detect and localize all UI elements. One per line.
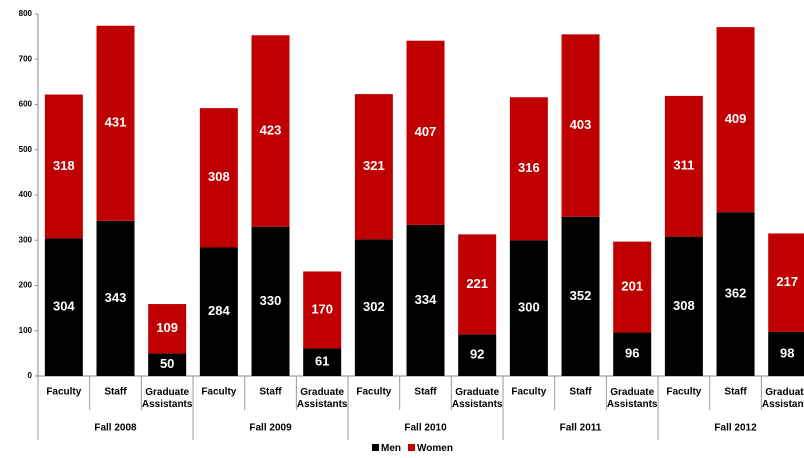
data-label: 403 bbox=[570, 117, 592, 132]
y-tick-label: 400 bbox=[19, 190, 33, 199]
bar-segment bbox=[406, 224, 445, 376]
bar-segment bbox=[716, 212, 755, 376]
data-label: 109 bbox=[156, 320, 178, 335]
bar-segment bbox=[561, 216, 600, 376]
data-label: 431 bbox=[105, 115, 127, 130]
data-label: 321 bbox=[363, 158, 385, 173]
data-label: 217 bbox=[776, 274, 798, 289]
bar-segment bbox=[664, 95, 703, 237]
bar-segment bbox=[199, 108, 238, 248]
x-tick-label: Faculty bbox=[511, 387, 546, 398]
data-label: 92 bbox=[470, 347, 484, 362]
bar-segment bbox=[613, 332, 652, 376]
bar-segment bbox=[96, 220, 135, 376]
bar-segment bbox=[44, 94, 83, 239]
bar-segment bbox=[768, 233, 804, 332]
bar-segment bbox=[354, 94, 393, 240]
y-tick-label: 300 bbox=[19, 235, 33, 244]
data-label: 96 bbox=[625, 346, 639, 361]
bar-segment bbox=[509, 97, 548, 241]
y-tick-label: 200 bbox=[19, 281, 33, 290]
x-tick-label: Staff bbox=[569, 387, 592, 398]
legend-label: Women bbox=[417, 443, 453, 454]
y-tick-label: 600 bbox=[19, 100, 33, 109]
group-label: Fall 2012 bbox=[714, 423, 757, 434]
data-label: 50 bbox=[160, 356, 174, 371]
bar-segment bbox=[406, 40, 445, 225]
bar-segment bbox=[458, 334, 497, 376]
bar-segment bbox=[251, 226, 290, 376]
data-label: 170 bbox=[311, 301, 333, 316]
bar-segment bbox=[251, 35, 290, 227]
y-tick-label: 0 bbox=[28, 371, 33, 380]
x-tick-label: Faculty bbox=[201, 387, 236, 398]
data-label: 409 bbox=[725, 111, 747, 126]
data-label: 330 bbox=[260, 293, 282, 308]
group-label: Fall 2008 bbox=[94, 423, 137, 434]
data-label: 61 bbox=[315, 354, 329, 369]
data-label: 423 bbox=[260, 122, 282, 137]
group-label: Fall 2009 bbox=[249, 423, 292, 434]
data-label: 308 bbox=[673, 298, 695, 313]
bar-segment bbox=[458, 234, 497, 335]
data-label: 343 bbox=[105, 290, 127, 305]
data-label: 98 bbox=[780, 345, 794, 360]
data-label: 362 bbox=[725, 286, 747, 301]
y-tick-label: 500 bbox=[19, 145, 33, 154]
bar-segment bbox=[561, 34, 600, 217]
bar-segment bbox=[44, 238, 83, 376]
data-label: 300 bbox=[518, 300, 540, 315]
legend-swatch bbox=[408, 444, 415, 451]
data-label: 311 bbox=[673, 158, 694, 173]
bar-segment bbox=[148, 304, 187, 354]
x-tick-label: Staff bbox=[259, 387, 282, 398]
bar-segment bbox=[303, 348, 342, 376]
y-tick-label: 700 bbox=[19, 54, 33, 63]
data-label: 316 bbox=[518, 160, 540, 175]
data-label: 334 bbox=[415, 292, 437, 307]
bar-segment bbox=[96, 25, 135, 221]
group-label: Fall 2011 bbox=[560, 423, 602, 434]
bar-segment bbox=[768, 331, 804, 376]
bar-segment bbox=[303, 271, 342, 349]
data-label: 308 bbox=[208, 169, 230, 184]
y-tick-label: 100 bbox=[19, 326, 33, 335]
x-tick-label: Faculty bbox=[666, 387, 701, 398]
x-tick-label: Staff bbox=[104, 387, 127, 398]
data-label: 318 bbox=[53, 158, 75, 173]
y-tick-label: 800 bbox=[19, 9, 33, 18]
bar-segment bbox=[664, 236, 703, 376]
bar-segment bbox=[199, 247, 238, 376]
legend-swatch bbox=[372, 444, 379, 451]
bar-segment bbox=[613, 241, 652, 333]
x-tick-label: Staff bbox=[414, 387, 437, 398]
bar-segment bbox=[148, 353, 187, 376]
data-label: 304 bbox=[53, 299, 75, 314]
data-label: 284 bbox=[208, 303, 230, 318]
bar-segment bbox=[354, 239, 393, 376]
data-label: 407 bbox=[415, 124, 437, 139]
data-label: 201 bbox=[621, 279, 643, 294]
group-label: Fall 2010 bbox=[404, 423, 447, 434]
x-tick-label: Faculty bbox=[356, 387, 391, 398]
bar-segment bbox=[509, 240, 548, 376]
x-tick-label: Faculty bbox=[46, 387, 81, 398]
data-label: 302 bbox=[363, 299, 385, 314]
data-label: 352 bbox=[570, 288, 592, 303]
x-tick-label: Staff bbox=[724, 387, 747, 398]
bar-segment bbox=[716, 27, 755, 213]
data-label: 221 bbox=[466, 276, 488, 291]
legend-label: Men bbox=[381, 443, 401, 454]
